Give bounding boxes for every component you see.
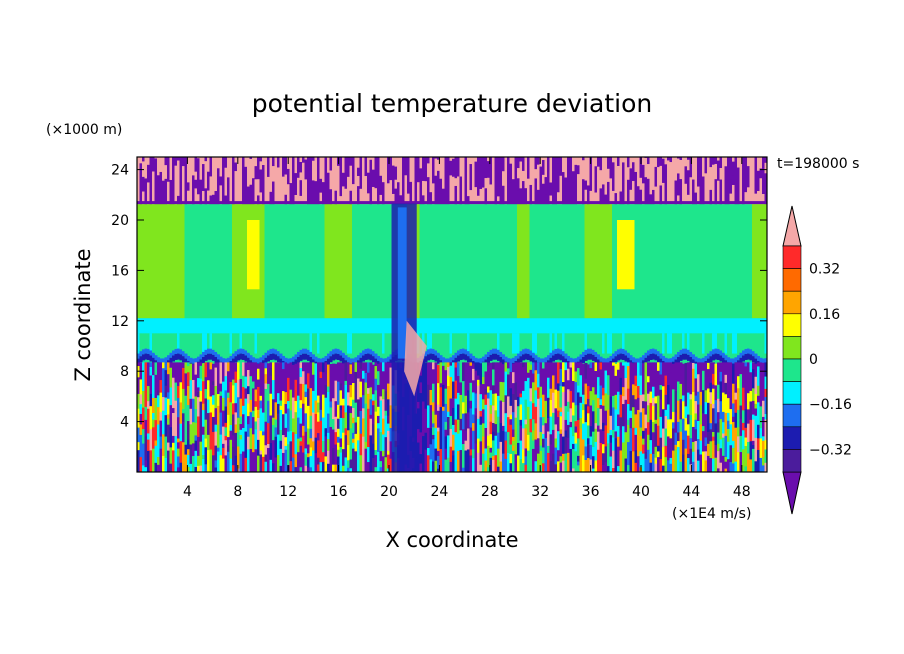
x-tick-label: 12 (279, 484, 297, 500)
y-axis-label: Z coordinate (71, 248, 95, 381)
y-axis: 4 8 12 16 20 24 (111, 163, 767, 431)
x-tick-label: 40 (632, 484, 650, 500)
colorbar-label: 0.32 (809, 262, 840, 278)
colorbar-extend-max (782, 205, 802, 247)
y-tick-label: 4 (120, 415, 129, 431)
colorbar-bin (782, 245, 802, 269)
y-tick-label: 20 (111, 213, 129, 229)
colorbar-bin (782, 268, 802, 292)
colorbar-extend-min (782, 471, 802, 515)
y-tick-label: 24 (111, 163, 129, 179)
colorbar-bin (782, 381, 802, 405)
colorbar: 0.32 0.16 0 −0.16 −0.32 (782, 205, 852, 515)
colorbar-label: 0 (809, 352, 818, 368)
y-tick-label: 8 (120, 364, 129, 380)
x-tick-label: 16 (330, 484, 348, 500)
x-tick-label: 24 (430, 484, 448, 500)
colorbar-bin (782, 313, 802, 337)
y-unit-label: (×1000 m) (46, 122, 122, 138)
x-tick-label: 28 (481, 484, 499, 500)
x-tick-label: 20 (380, 484, 398, 500)
x-unit-label: (×1E4 m/s) (672, 506, 751, 522)
y-tick-label: 12 (111, 314, 129, 330)
colorbar-bin (782, 336, 802, 360)
x-axis-label: X coordinate (385, 528, 518, 552)
colorbar-bin (782, 358, 802, 382)
plot-frame (136, 156, 768, 473)
x-tick-label: 8 (233, 484, 242, 500)
x-tick-label: 44 (682, 484, 700, 500)
colorbar-bin (782, 403, 802, 428)
colorbar-bin (782, 449, 802, 473)
x-tick-label: 32 (531, 484, 549, 500)
colorbar-label: −0.16 (809, 397, 852, 413)
x-axis: 4 8 12 16 20 24 28 32 36 40 44 48 (183, 157, 751, 500)
colorbar-bin (782, 290, 802, 315)
colorbar-bin (782, 426, 802, 450)
x-tick-label: 48 (733, 484, 751, 500)
x-tick-label: 4 (183, 484, 192, 500)
y-tick-label: 16 (111, 263, 129, 279)
chart-title: potential temperature deviation (252, 89, 652, 118)
heatmap-field (137, 157, 767, 472)
x-tick-label: 36 (582, 484, 600, 500)
time-label: t=198000 s (777, 156, 859, 172)
colorbar-label: 0.16 (809, 307, 840, 323)
colorbar-label: −0.32 (809, 442, 852, 458)
